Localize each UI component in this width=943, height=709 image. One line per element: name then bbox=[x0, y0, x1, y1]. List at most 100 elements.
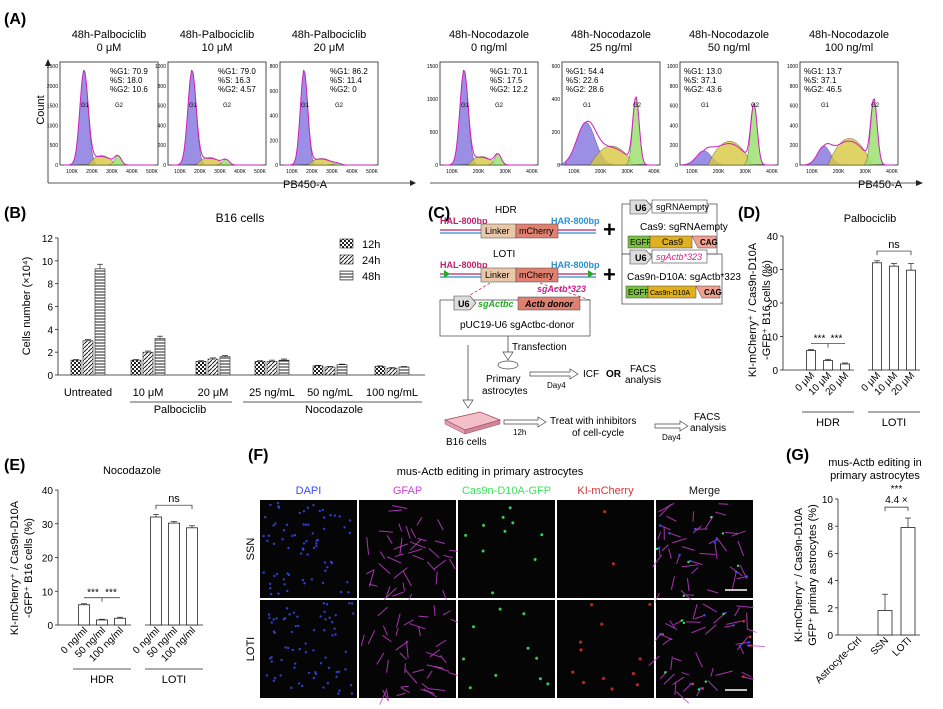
histogram-ytick: 800 bbox=[158, 84, 167, 90]
nucleus-dot bbox=[262, 571, 265, 574]
chart-g-fold: 4.4 × bbox=[885, 495, 908, 506]
hdr-cas9-sg: Cas9: sgRNAempty bbox=[640, 222, 728, 233]
merge-nucleus bbox=[668, 531, 671, 535]
nucleus-dot bbox=[338, 689, 341, 692]
histogram-xtick: 400K bbox=[526, 169, 538, 175]
astrocyte-process bbox=[398, 523, 403, 532]
wf-primary: Primary bbox=[486, 374, 520, 385]
chart-g-bar bbox=[900, 527, 916, 636]
nucleus-dot bbox=[333, 514, 337, 517]
nucleus-dot bbox=[304, 651, 308, 654]
merge-gfp bbox=[710, 515, 713, 519]
histogram-ytick: 200 bbox=[670, 143, 679, 149]
astrocyte-process bbox=[672, 676, 685, 686]
nucleus-dot bbox=[297, 682, 301, 685]
wf-transfection: Transfection bbox=[512, 342, 567, 353]
wf-dish bbox=[497, 360, 519, 370]
astrocyte-process bbox=[675, 691, 690, 704]
nucleus-dot bbox=[287, 546, 290, 550]
micrograph-background bbox=[557, 600, 654, 698]
nucleus-dot bbox=[286, 646, 290, 650]
nucleus-dot bbox=[272, 618, 275, 621]
nucleus-dot bbox=[286, 572, 289, 575]
astrocyte-process bbox=[404, 669, 418, 684]
nucleus-dot bbox=[315, 544, 318, 548]
gfp-cell bbox=[540, 533, 544, 537]
histogram-ytick: 400 bbox=[270, 114, 279, 120]
gfp-cell bbox=[481, 549, 485, 553]
panel-c-label: (C) bbox=[428, 205, 450, 222]
chartE-group-hdr: HDR bbox=[90, 674, 114, 686]
micrograph-tile bbox=[458, 500, 555, 598]
histogram-ytick: 0 bbox=[163, 163, 166, 169]
chart-b-bar bbox=[207, 358, 219, 376]
merge-nucleus bbox=[738, 644, 742, 647]
nucleus-dot bbox=[302, 542, 306, 545]
histogram-g1-tag: G1 bbox=[301, 103, 310, 109]
astrocyte-process bbox=[739, 645, 745, 655]
histogram-fit-line bbox=[64, 69, 154, 166]
nucleus-dot bbox=[274, 522, 277, 525]
astrocyte-process bbox=[736, 575, 748, 580]
astrocyte-process bbox=[665, 622, 678, 630]
astrocyte-process bbox=[443, 554, 453, 559]
mcherry-cell bbox=[571, 670, 575, 674]
histogram-xtick: 200K bbox=[194, 169, 206, 175]
astrocyte-process bbox=[386, 535, 393, 544]
chartE-ytick-label: 40 bbox=[42, 486, 54, 497]
chart-b-ytick-label: 8 bbox=[47, 280, 53, 291]
astrocyte-process bbox=[410, 528, 417, 539]
histogram-ytick: 1000 bbox=[787, 64, 798, 70]
nucleus-dot bbox=[292, 611, 296, 614]
chart-b-ytick-label: 6 bbox=[47, 303, 53, 314]
astrocyte-process bbox=[694, 614, 705, 620]
micrograph-tile bbox=[652, 500, 753, 603]
histogram-g1-tag: G1 bbox=[701, 103, 710, 109]
panel-a-arrow-right bbox=[916, 180, 923, 186]
histogram-ytick: 600 bbox=[790, 104, 799, 110]
chartE-bar bbox=[168, 522, 180, 626]
chart-b-bar bbox=[386, 367, 398, 376]
histogram-ytick: 800 bbox=[270, 64, 279, 70]
nucleus-dot bbox=[266, 539, 269, 543]
chart-b-bar bbox=[374, 366, 386, 376]
histogram-xtick: 100K bbox=[174, 169, 186, 175]
astrocyte-process bbox=[726, 620, 742, 625]
chartD-sig-2: *** bbox=[831, 334, 843, 345]
histogram-g2-tag: G2 bbox=[751, 103, 760, 109]
histogram-xtick: 300K bbox=[326, 169, 338, 175]
nucleus-dot bbox=[302, 523, 305, 526]
histogram-g1-tag: G1 bbox=[461, 103, 470, 109]
panel-g: (G) mus-Actb editing in primary astrocyt… bbox=[786, 447, 922, 686]
nucleus-dot bbox=[280, 658, 283, 662]
chartD-ytick-label: 20 bbox=[767, 299, 779, 310]
nucleus-dot bbox=[268, 657, 272, 660]
histogram-xtick: 500K bbox=[366, 169, 378, 175]
panel-b-label: (B) bbox=[4, 205, 26, 222]
astrocyte-process bbox=[407, 548, 423, 554]
nucleus-dot bbox=[319, 662, 323, 665]
group-label-palbociclib: Palbociclib bbox=[154, 404, 207, 416]
histogram-xtick: 400K bbox=[648, 169, 660, 175]
astrocyte-process bbox=[366, 536, 370, 555]
gfp-cell bbox=[526, 646, 530, 650]
panel-f: (F) mus-Actb editing in primary astrocyt… bbox=[245, 447, 765, 705]
loti-cut-left bbox=[444, 270, 450, 278]
histogram-ytick: 200 bbox=[158, 143, 167, 149]
histogram-ytick: 600 bbox=[158, 104, 167, 110]
nucleus-dot bbox=[307, 523, 310, 526]
merge-mcherry bbox=[742, 619, 745, 623]
chartE-bar bbox=[186, 527, 198, 626]
nucleus-dot bbox=[293, 666, 296, 669]
chartD-ytick-label: 30 bbox=[767, 266, 779, 277]
astrocyte-process bbox=[658, 547, 661, 556]
nucleus-dot bbox=[314, 670, 317, 674]
histogram-dose: 25 ng/ml bbox=[590, 42, 632, 54]
nucleus-dot bbox=[275, 572, 279, 576]
histogram-fit-line bbox=[284, 69, 374, 166]
astrocyte-process bbox=[367, 630, 376, 645]
astrocyte-process bbox=[672, 538, 687, 544]
